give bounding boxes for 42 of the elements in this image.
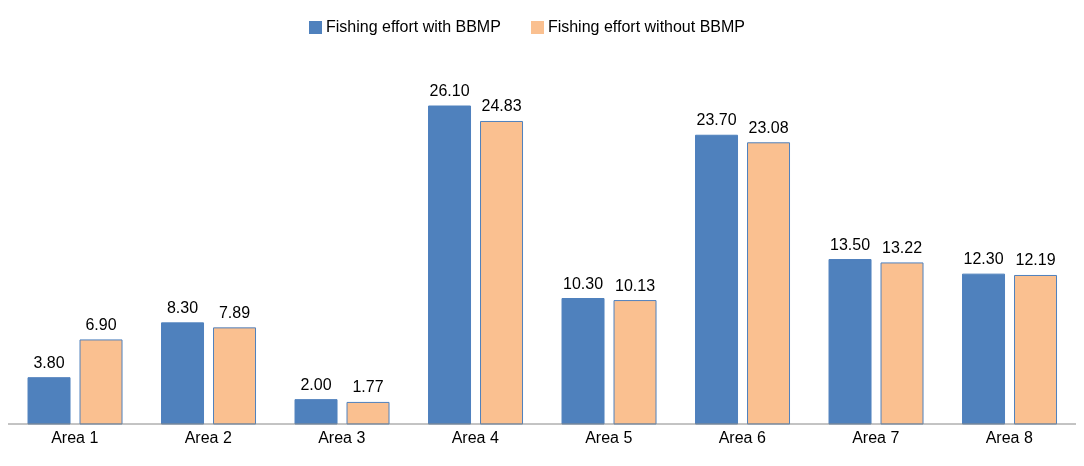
bar <box>1014 274 1058 425</box>
bar <box>747 142 791 425</box>
data-label: 12.30 <box>963 250 1004 268</box>
bar <box>27 377 71 425</box>
x-tick-label: Area 2 <box>184 429 232 447</box>
bar <box>880 262 924 425</box>
bar <box>428 105 472 425</box>
data-label: 23.08 <box>748 118 789 136</box>
data-label: 13.22 <box>882 238 923 256</box>
data-label: 2.00 <box>300 375 332 393</box>
data-label: 12.19 <box>1015 251 1056 269</box>
bar <box>294 399 338 425</box>
data-label: 6.90 <box>85 315 117 333</box>
bar <box>561 298 605 425</box>
bar <box>695 134 739 425</box>
bar <box>480 120 524 425</box>
data-label: 10.13 <box>615 276 656 294</box>
data-label: 24.83 <box>481 97 522 115</box>
data-label: 23.70 <box>696 111 737 129</box>
data-label: 7.89 <box>218 303 251 321</box>
legend-label: Fishing effort without BBMP <box>547 18 745 35</box>
bar <box>613 300 657 425</box>
data-label: 13.50 <box>830 235 871 253</box>
x-tick-label: Area 1 <box>51 429 99 447</box>
bar <box>346 401 390 425</box>
bar <box>962 273 1006 425</box>
x-tick-label: Area 8 <box>985 429 1033 447</box>
bar <box>161 322 205 425</box>
bar <box>213 327 257 425</box>
x-tick-label: Area 3 <box>318 429 366 447</box>
bar <box>828 259 872 425</box>
data-label: 8.30 <box>166 298 199 316</box>
x-tick-label: Area 4 <box>451 429 499 447</box>
data-label: 1.77 <box>352 378 384 396</box>
data-label: 3.80 <box>33 353 65 371</box>
x-tick-label: Area 6 <box>718 429 766 447</box>
data-label: 10.30 <box>563 274 604 292</box>
x-tick-label: Area 5 <box>585 429 633 447</box>
x-tick-label: Area 7 <box>852 429 900 447</box>
bar <box>79 339 123 425</box>
legend-label: Fishing effort with BBMP <box>325 18 501 35</box>
data-label: 26.10 <box>429 82 470 99</box>
